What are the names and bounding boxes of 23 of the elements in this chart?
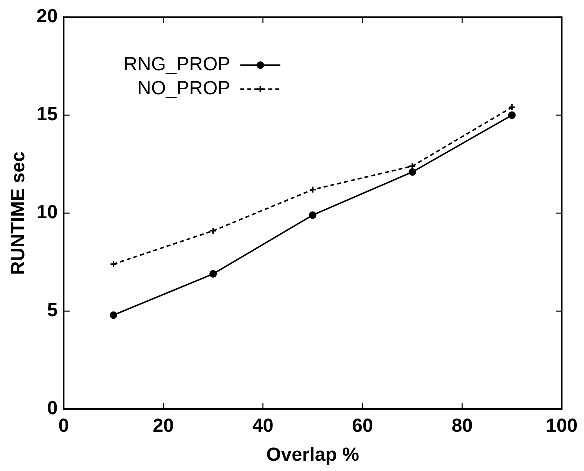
legend-label: NO_PROP (138, 78, 231, 100)
point (110, 312, 118, 320)
x-axis-title: Overlap % (266, 444, 360, 466)
y-tick-label: 15 (36, 104, 58, 126)
x-tick-label: 100 (546, 416, 578, 438)
x-tick-label: 80 (452, 416, 473, 438)
point (508, 104, 516, 112)
point (309, 186, 317, 194)
point (110, 260, 118, 268)
point (309, 212, 317, 220)
x-tick-label: 60 (352, 416, 374, 438)
y-axis-title: RUNTIME sec (8, 151, 30, 276)
x-tick-label: 20 (152, 416, 174, 438)
point (508, 112, 516, 120)
y-tick-label: 10 (36, 202, 58, 224)
point (408, 168, 416, 176)
x-tick-label: 40 (252, 416, 274, 438)
y-tick-label: 0 (47, 398, 58, 420)
y-tick-label: 5 (47, 300, 58, 322)
legend-label: RNG_PROP (124, 54, 231, 76)
y-tick-label: 20 (36, 6, 58, 28)
point (210, 270, 218, 278)
point (210, 227, 218, 235)
